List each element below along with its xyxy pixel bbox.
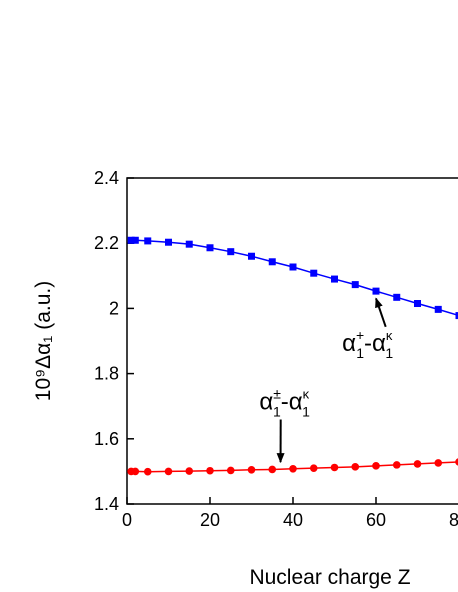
annotation-part: κ bbox=[386, 328, 393, 343]
marker bbox=[206, 244, 214, 252]
annotation-part: - bbox=[281, 388, 289, 415]
annotation-part: κ bbox=[303, 386, 310, 401]
marker bbox=[144, 237, 152, 245]
annotation-part: α bbox=[289, 388, 303, 415]
annotation-part: α bbox=[342, 330, 356, 357]
marker bbox=[268, 258, 276, 266]
annotation: α+ 1-ακ 1 bbox=[342, 327, 393, 361]
annotation-part: ± bbox=[273, 385, 281, 401]
x-tick-label: 0 bbox=[122, 510, 132, 530]
annotation-arrow bbox=[375, 297, 387, 328]
marker bbox=[414, 300, 421, 308]
marker bbox=[185, 467, 194, 475]
plot-frame bbox=[126, 177, 458, 505]
marker bbox=[330, 463, 339, 472]
x-tick-label: 20 bbox=[200, 510, 220, 530]
annotation: α± 1-ακ 1 bbox=[259, 385, 310, 419]
marker bbox=[310, 269, 318, 277]
y-tick-label: 2.2 bbox=[94, 233, 119, 253]
marker bbox=[131, 467, 140, 476]
y-tick-label: 2.4 bbox=[94, 168, 119, 188]
annotation-part: - bbox=[364, 330, 372, 357]
marker bbox=[227, 248, 235, 256]
marker bbox=[164, 467, 173, 476]
marker bbox=[413, 460, 422, 468]
x-tick-label: 40 bbox=[283, 510, 303, 530]
x-axis-label: Nuclear charge Z bbox=[249, 566, 410, 589]
marker bbox=[165, 238, 172, 246]
marker bbox=[434, 459, 443, 467]
annotation-part: α bbox=[372, 330, 386, 357]
marker bbox=[455, 312, 458, 320]
marker bbox=[248, 252, 255, 260]
marker bbox=[127, 236, 135, 244]
marker bbox=[351, 463, 360, 471]
marker bbox=[289, 464, 297, 473]
annotation-part: 1 bbox=[385, 345, 393, 361]
marker bbox=[131, 236, 139, 244]
marker bbox=[206, 466, 214, 475]
marker bbox=[185, 240, 193, 248]
marker bbox=[372, 462, 380, 470]
x-tick-label: 80 bbox=[449, 510, 458, 530]
marker bbox=[372, 287, 380, 295]
x-tick-label: 60 bbox=[366, 510, 386, 530]
y-axis-label: 10⁹Δα₁ (a.u.) bbox=[32, 281, 55, 401]
annotation-part: 1 bbox=[302, 403, 310, 419]
marker bbox=[268, 465, 277, 474]
marker bbox=[331, 275, 338, 283]
marker bbox=[351, 281, 359, 289]
marker bbox=[226, 466, 235, 475]
marker bbox=[455, 458, 458, 466]
y-tick-label: 1.6 bbox=[94, 429, 119, 449]
marker bbox=[247, 465, 256, 474]
annotation-part: 1 bbox=[273, 403, 281, 419]
marker bbox=[309, 464, 318, 472]
marker bbox=[289, 263, 297, 271]
marker bbox=[143, 467, 152, 476]
marker bbox=[434, 305, 442, 313]
annotation-part: + bbox=[356, 327, 364, 343]
annotation-part: 1 bbox=[356, 345, 364, 361]
y-tick-label: 1.4 bbox=[94, 494, 119, 514]
marker bbox=[392, 461, 401, 469]
y-tick-label: 1.8 bbox=[94, 364, 119, 384]
marker bbox=[393, 293, 401, 301]
y-tick-label: 2 bbox=[109, 298, 119, 318]
annotation-part: α bbox=[259, 388, 273, 415]
series-line bbox=[131, 239, 458, 317]
